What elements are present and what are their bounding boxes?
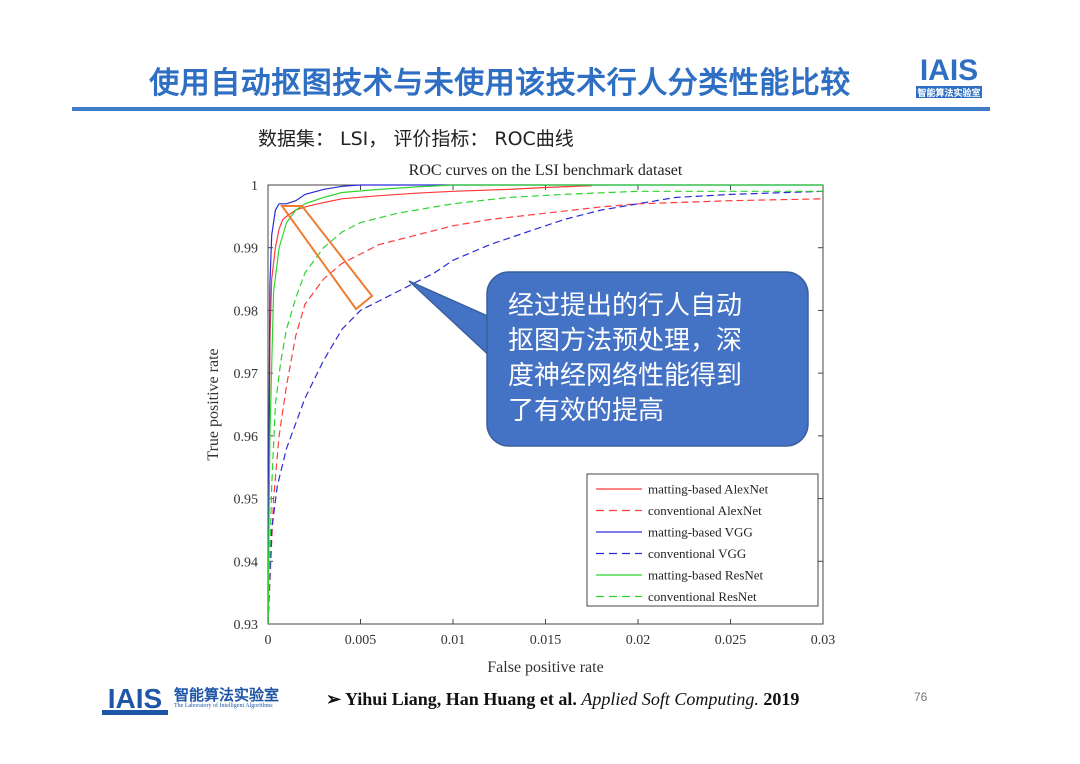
lab-logo-top: IAIS 智能算法实验室 <box>916 54 982 99</box>
citation-year: 2019 <box>763 689 800 709</box>
page-number: 76 <box>914 690 928 704</box>
series-line-conventional-vgg <box>268 190 823 624</box>
footer-logo: IAIS <box>102 683 168 715</box>
footer-logo-band <box>102 710 168 715</box>
legend-box <box>586 473 819 607</box>
legend-label: conventional VGG <box>648 546 746 561</box>
roc-curves <box>268 184 823 624</box>
callout-line: 了有效的提高 <box>508 396 664 426</box>
dataset-subtitle: 数据集： LSI， 评价指标： ROC曲线 <box>258 128 574 150</box>
y-tick-label: 1 <box>251 179 258 194</box>
series-line-matting-based-alexnet <box>268 185 592 624</box>
legend-label: conventional AlexNet <box>648 503 762 518</box>
x-tick-label: 0.01 <box>441 633 466 648</box>
slide-title: 使用自动抠图技术与未使用该技术行人分类性能比较 <box>149 66 851 101</box>
legend-label: matting-based VGG <box>648 525 753 540</box>
x-tick-label: 0.02 <box>626 633 651 648</box>
legend-label: conventional ResNet <box>648 589 757 604</box>
y-tick-label: 0.96 <box>234 430 259 445</box>
callout-line: 经过提出的行人自动 <box>508 291 742 321</box>
callout-joint <box>489 306 497 370</box>
series-line-matting-based-resnet <box>268 184 823 624</box>
title-divider <box>72 107 990 111</box>
callout-line: 抠图方法预处理，深 <box>508 326 742 356</box>
y-tick-label: 0.99 <box>234 242 259 257</box>
logo-band <box>916 86 982 98</box>
y-tick-label: 0.97 <box>234 367 259 382</box>
footer-lab-english: The Laboratory of Intelligent Algorithms <box>174 703 273 709</box>
callout-line: 度神经网络性能得到 <box>508 361 742 391</box>
y-axis-label: True positive rate <box>205 348 222 460</box>
chart-title: ROC curves on the LSI benchmark dataset <box>409 162 683 179</box>
y-tick-label: 0.98 <box>234 304 259 319</box>
y-tick-label: 0.94 <box>234 555 259 570</box>
legend-label: matting-based ResNet <box>648 568 764 583</box>
logo-text: IAIS <box>920 54 978 87</box>
footer-logo-text: IAIS <box>108 683 162 714</box>
x-tick-label: 0.025 <box>715 633 747 648</box>
highlight-box <box>280 205 374 311</box>
y-tick-label: 0.95 <box>234 493 259 508</box>
legend-label: matting-based AlexNet <box>648 482 769 497</box>
citation-authors: Yihui Liang, Han Huang et al. <box>344 689 577 709</box>
series-line-conventional-resnet <box>268 190 823 624</box>
logo-subtext: 智能算法实验室 <box>917 87 980 99</box>
y-tick-label: 0.93 <box>234 618 259 633</box>
citation-journal: Applied Soft Computing. <box>581 689 759 709</box>
x-tick-label: 0.015 <box>530 633 562 648</box>
footer-lab-name: 智能算法实验室 <box>174 686 280 704</box>
series-line-conventional-alexnet <box>268 198 823 624</box>
chart-legend: matting-based AlexNet conventional AlexNe… <box>586 473 819 607</box>
x-tick-label: 0.005 <box>345 633 377 648</box>
x-tick-label: 0.03 <box>811 633 836 648</box>
x-tick-label: 0 <box>265 633 272 648</box>
citation-bullet: ➢ <box>326 689 342 709</box>
callout-box <box>486 271 809 447</box>
x-axis-label: False positive rate <box>487 659 603 676</box>
citation: ➢ Yihui Liang, Han Huang et al. Applied … <box>326 689 799 710</box>
